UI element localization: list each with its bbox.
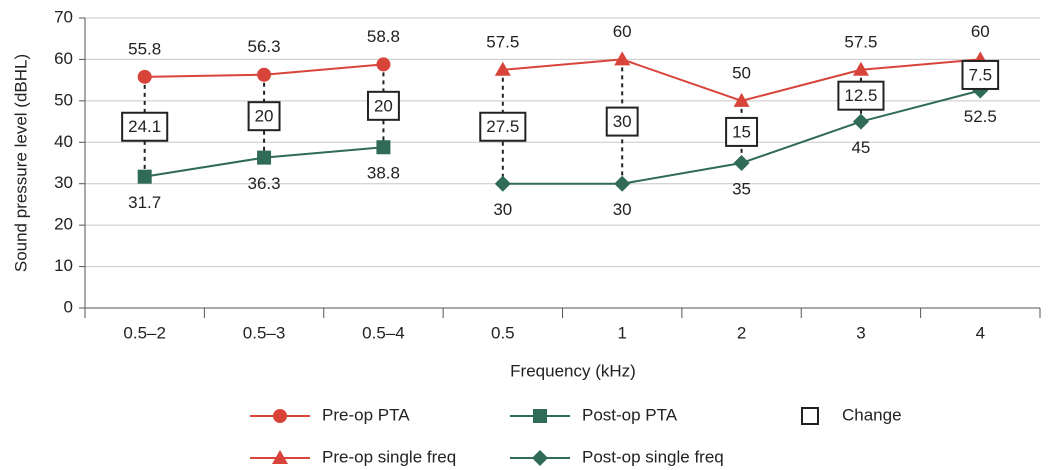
change-label: 20 bbox=[255, 107, 274, 126]
y-tick-label: 70 bbox=[54, 7, 73, 26]
x-axis-label: Frequency (kHz) bbox=[510, 361, 636, 380]
change-box bbox=[366, 90, 400, 121]
y-tick-label: 20 bbox=[54, 215, 73, 234]
y-tick-label: 40 bbox=[54, 132, 73, 151]
data-label: 50 bbox=[732, 63, 751, 82]
data-label: 56.3 bbox=[248, 37, 281, 56]
data-point bbox=[852, 113, 869, 130]
x-tick-label: 2 bbox=[737, 323, 746, 342]
change-box bbox=[605, 106, 639, 137]
y-tick-label: 60 bbox=[54, 49, 73, 68]
change-label: 7.5 bbox=[968, 65, 992, 84]
data-label: 57.5 bbox=[486, 32, 519, 51]
data-label: 30 bbox=[613, 200, 632, 219]
x-tick-label: 0.5 bbox=[491, 323, 515, 342]
data-point bbox=[852, 61, 869, 76]
change-box bbox=[961, 59, 1000, 90]
change-box bbox=[479, 111, 527, 142]
data-point bbox=[494, 61, 511, 76]
x-tick-label: 1 bbox=[617, 323, 626, 342]
change-label: 20 bbox=[374, 96, 393, 115]
legend-item: Post-op PTA bbox=[510, 405, 678, 424]
legend-item: Pre-op PTA bbox=[250, 405, 410, 424]
change-label: 30 bbox=[613, 112, 632, 131]
data-point bbox=[376, 57, 391, 72]
legend-marker bbox=[272, 450, 288, 464]
legend-marker bbox=[532, 450, 548, 466]
legend-marker bbox=[801, 407, 819, 425]
data-point bbox=[257, 150, 272, 165]
legend-label: Post-op single freq bbox=[582, 447, 724, 466]
x-tick-label: 0.5–2 bbox=[123, 323, 166, 342]
data-label: 60 bbox=[971, 22, 990, 41]
change-label: 15 bbox=[732, 122, 751, 141]
legend-item: Change bbox=[801, 405, 902, 425]
data-label: 35 bbox=[732, 179, 751, 198]
x-tick-label: 3 bbox=[856, 323, 865, 342]
legend-item: Pre-op single freq bbox=[250, 447, 456, 466]
y-tick-label: 0 bbox=[64, 297, 73, 316]
legend-item: Post-op single freq bbox=[510, 447, 724, 466]
change-label: 12.5 bbox=[844, 86, 877, 105]
data-point bbox=[614, 175, 631, 192]
y-tick-label: 10 bbox=[54, 256, 73, 275]
data-point bbox=[376, 140, 391, 155]
y-axis-label: Sound pressure level (dBHL) bbox=[11, 54, 30, 272]
legend-marker bbox=[273, 409, 287, 423]
x-tick-label: 0.5–4 bbox=[362, 323, 405, 342]
change-box bbox=[837, 80, 885, 111]
data-point bbox=[137, 169, 152, 184]
change-label: 27.5 bbox=[486, 117, 519, 136]
data-point bbox=[733, 155, 750, 171]
data-label: 60 bbox=[613, 22, 632, 41]
data-label: 52.5 bbox=[964, 107, 997, 126]
legend-marker bbox=[533, 409, 547, 423]
change-box bbox=[247, 101, 281, 132]
data-point bbox=[494, 175, 511, 192]
change-box bbox=[121, 111, 169, 142]
data-point bbox=[614, 51, 631, 66]
data-point bbox=[733, 92, 750, 107]
legend-label: Change bbox=[842, 405, 902, 424]
data-label: 38.8 bbox=[367, 164, 400, 183]
data-label: 58.8 bbox=[367, 27, 400, 46]
x-tick-label: 4 bbox=[976, 323, 985, 342]
data-label: 31.7 bbox=[128, 193, 161, 212]
y-tick-label: 30 bbox=[54, 173, 73, 192]
data-label: 57.5 bbox=[844, 32, 877, 51]
change-box bbox=[725, 116, 759, 147]
data-label: 45 bbox=[851, 138, 870, 157]
data-label: 55.8 bbox=[128, 39, 161, 58]
data-label: 36.3 bbox=[248, 174, 281, 193]
data-point bbox=[137, 69, 152, 84]
legend-label: Pre-op PTA bbox=[322, 405, 410, 424]
legend-label: Post-op PTA bbox=[582, 405, 678, 424]
data-point bbox=[257, 67, 272, 82]
x-tick-label: 0.5–3 bbox=[243, 323, 286, 342]
legend-label: Pre-op single freq bbox=[322, 447, 456, 466]
y-tick-label: 50 bbox=[54, 90, 73, 109]
change-label: 24.1 bbox=[128, 117, 161, 136]
data-label: 30 bbox=[493, 200, 512, 219]
